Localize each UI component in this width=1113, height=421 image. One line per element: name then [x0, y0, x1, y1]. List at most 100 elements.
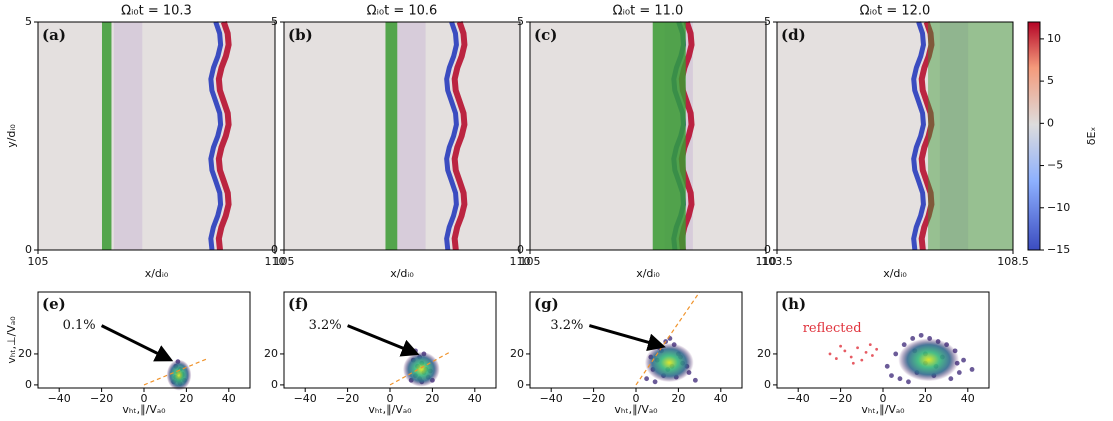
- panel-label: (e): [42, 295, 66, 313]
- x-tick-label: −20: [336, 392, 359, 405]
- shock-front-blue: [208, 21, 224, 251]
- point: [868, 343, 872, 347]
- point: [906, 379, 911, 385]
- colorbar-tick-label: −10: [1047, 201, 1070, 214]
- x-tick-label: −20: [582, 392, 605, 405]
- x-axis-label: vₕₜ,∥/Vₐ₀: [614, 403, 658, 416]
- x-axis-label: vₕₜ,∥/Vₐ₀: [122, 403, 166, 416]
- panel-frame: [529, 21, 767, 251]
- y-tick-label: 0: [25, 378, 32, 391]
- x-axis-label: x/dᵢ₀: [636, 267, 660, 280]
- x-axis-label: x/dᵢ₀: [145, 267, 169, 280]
- x-tick-label: −40: [787, 392, 810, 405]
- shock-front-blue: [444, 21, 459, 251]
- point: [918, 332, 924, 338]
- upstream-wave: [397, 22, 426, 250]
- x-tick-label: 105: [28, 255, 49, 268]
- y-tick-label: 5: [25, 15, 32, 28]
- x-tick-label: 105: [274, 255, 295, 268]
- upstream-wave: [939, 22, 969, 250]
- particle-band: [385, 22, 398, 250]
- y-tick-label: 20: [18, 347, 32, 360]
- y-tick-label: 5: [764, 15, 771, 28]
- point: [834, 357, 838, 360]
- x-tick-label: 20: [671, 392, 685, 405]
- annotation-arrow: [588, 324, 666, 352]
- colorbar-tick-label: 0: [1047, 116, 1054, 129]
- density-core: [166, 359, 192, 391]
- x-tick-label: −40: [294, 392, 317, 405]
- shock-front-red: [918, 21, 935, 251]
- panel-label: (g): [534, 295, 559, 313]
- point: [871, 354, 874, 357]
- upstream-wave: [113, 22, 143, 250]
- density-core: [644, 343, 694, 383]
- field-background: [777, 22, 1013, 250]
- panel-frame: [37, 291, 251, 389]
- x-tick-label: 0: [141, 392, 148, 405]
- y-tick-label: 0: [517, 378, 524, 391]
- panel-frame: [776, 21, 1014, 251]
- particle-band: [928, 22, 1013, 250]
- panel-frame: [283, 21, 521, 251]
- field-background: [530, 22, 766, 250]
- point: [644, 376, 649, 382]
- x-tick-label: −40: [48, 392, 71, 405]
- point: [897, 376, 903, 382]
- point: [851, 361, 855, 365]
- point: [893, 351, 899, 357]
- x-tick-label: 110: [510, 255, 531, 268]
- point: [875, 347, 879, 351]
- annotation: 0.1%: [63, 318, 96, 333]
- annotation-arrow: [100, 324, 174, 362]
- x-tick-label: 20: [425, 392, 439, 405]
- annotation: 3.2%: [309, 318, 342, 333]
- y-tick-label: 0: [764, 378, 771, 391]
- y-tick-label: 0: [25, 243, 32, 256]
- x-tick-label: 40: [714, 392, 728, 405]
- reference-line: [143, 358, 208, 386]
- point: [901, 342, 907, 348]
- point: [860, 358, 864, 362]
- point: [839, 344, 842, 348]
- y-tick-label: 0: [271, 378, 278, 391]
- annotation: reflected: [803, 321, 862, 336]
- colorbar-label: δEₓ: [1085, 127, 1098, 146]
- y-tick-label: 0: [517, 243, 524, 256]
- point: [692, 377, 698, 383]
- y-tick-label: 5: [271, 15, 278, 28]
- x-tick-label: 40: [222, 392, 236, 405]
- density-core: [898, 338, 960, 382]
- shock-front-blue: [911, 21, 926, 251]
- x-tick-label: −20: [829, 392, 852, 405]
- x-tick-label: 20: [918, 392, 932, 405]
- x-tick-label: 0: [880, 392, 887, 405]
- point: [864, 350, 868, 354]
- x-tick-label: 40: [961, 392, 975, 405]
- annotation-arrow: [347, 324, 420, 357]
- x-axis-label: vₕₜ,∥/Vₐ₀: [368, 403, 412, 416]
- density-core: [403, 351, 440, 387]
- point: [969, 367, 975, 372]
- panel-frame: [37, 21, 276, 251]
- x-tick-label: −20: [90, 392, 113, 405]
- x-tick-label: 105: [520, 255, 541, 268]
- colorbar-tick-label: −5: [1047, 159, 1063, 172]
- point: [961, 357, 966, 363]
- colorbar: [1027, 21, 1041, 251]
- x-tick-label: 103.5: [761, 255, 793, 268]
- colorbar-tick-label: 10: [1047, 32, 1061, 45]
- particle-band: [652, 22, 686, 250]
- panel-label: (a): [42, 26, 66, 44]
- x-tick-label: −40: [540, 392, 563, 405]
- y-tick-label: 20: [510, 347, 524, 360]
- panel-label: (f): [288, 295, 309, 313]
- annotation: 3.2%: [550, 318, 583, 333]
- panel-title: Ωᵢ₀t = 11.0: [613, 4, 684, 19]
- point: [856, 346, 859, 350]
- colorbar-tick-label: 5: [1047, 74, 1054, 87]
- x-tick-label: 0: [633, 392, 640, 405]
- panel-title: Ωᵢ₀t = 10.3: [121, 4, 192, 19]
- panel-title: Ωᵢ₀t = 12.0: [860, 4, 931, 19]
- x-axis-label: vₕₜ,∥/Vₐ₀: [861, 403, 905, 416]
